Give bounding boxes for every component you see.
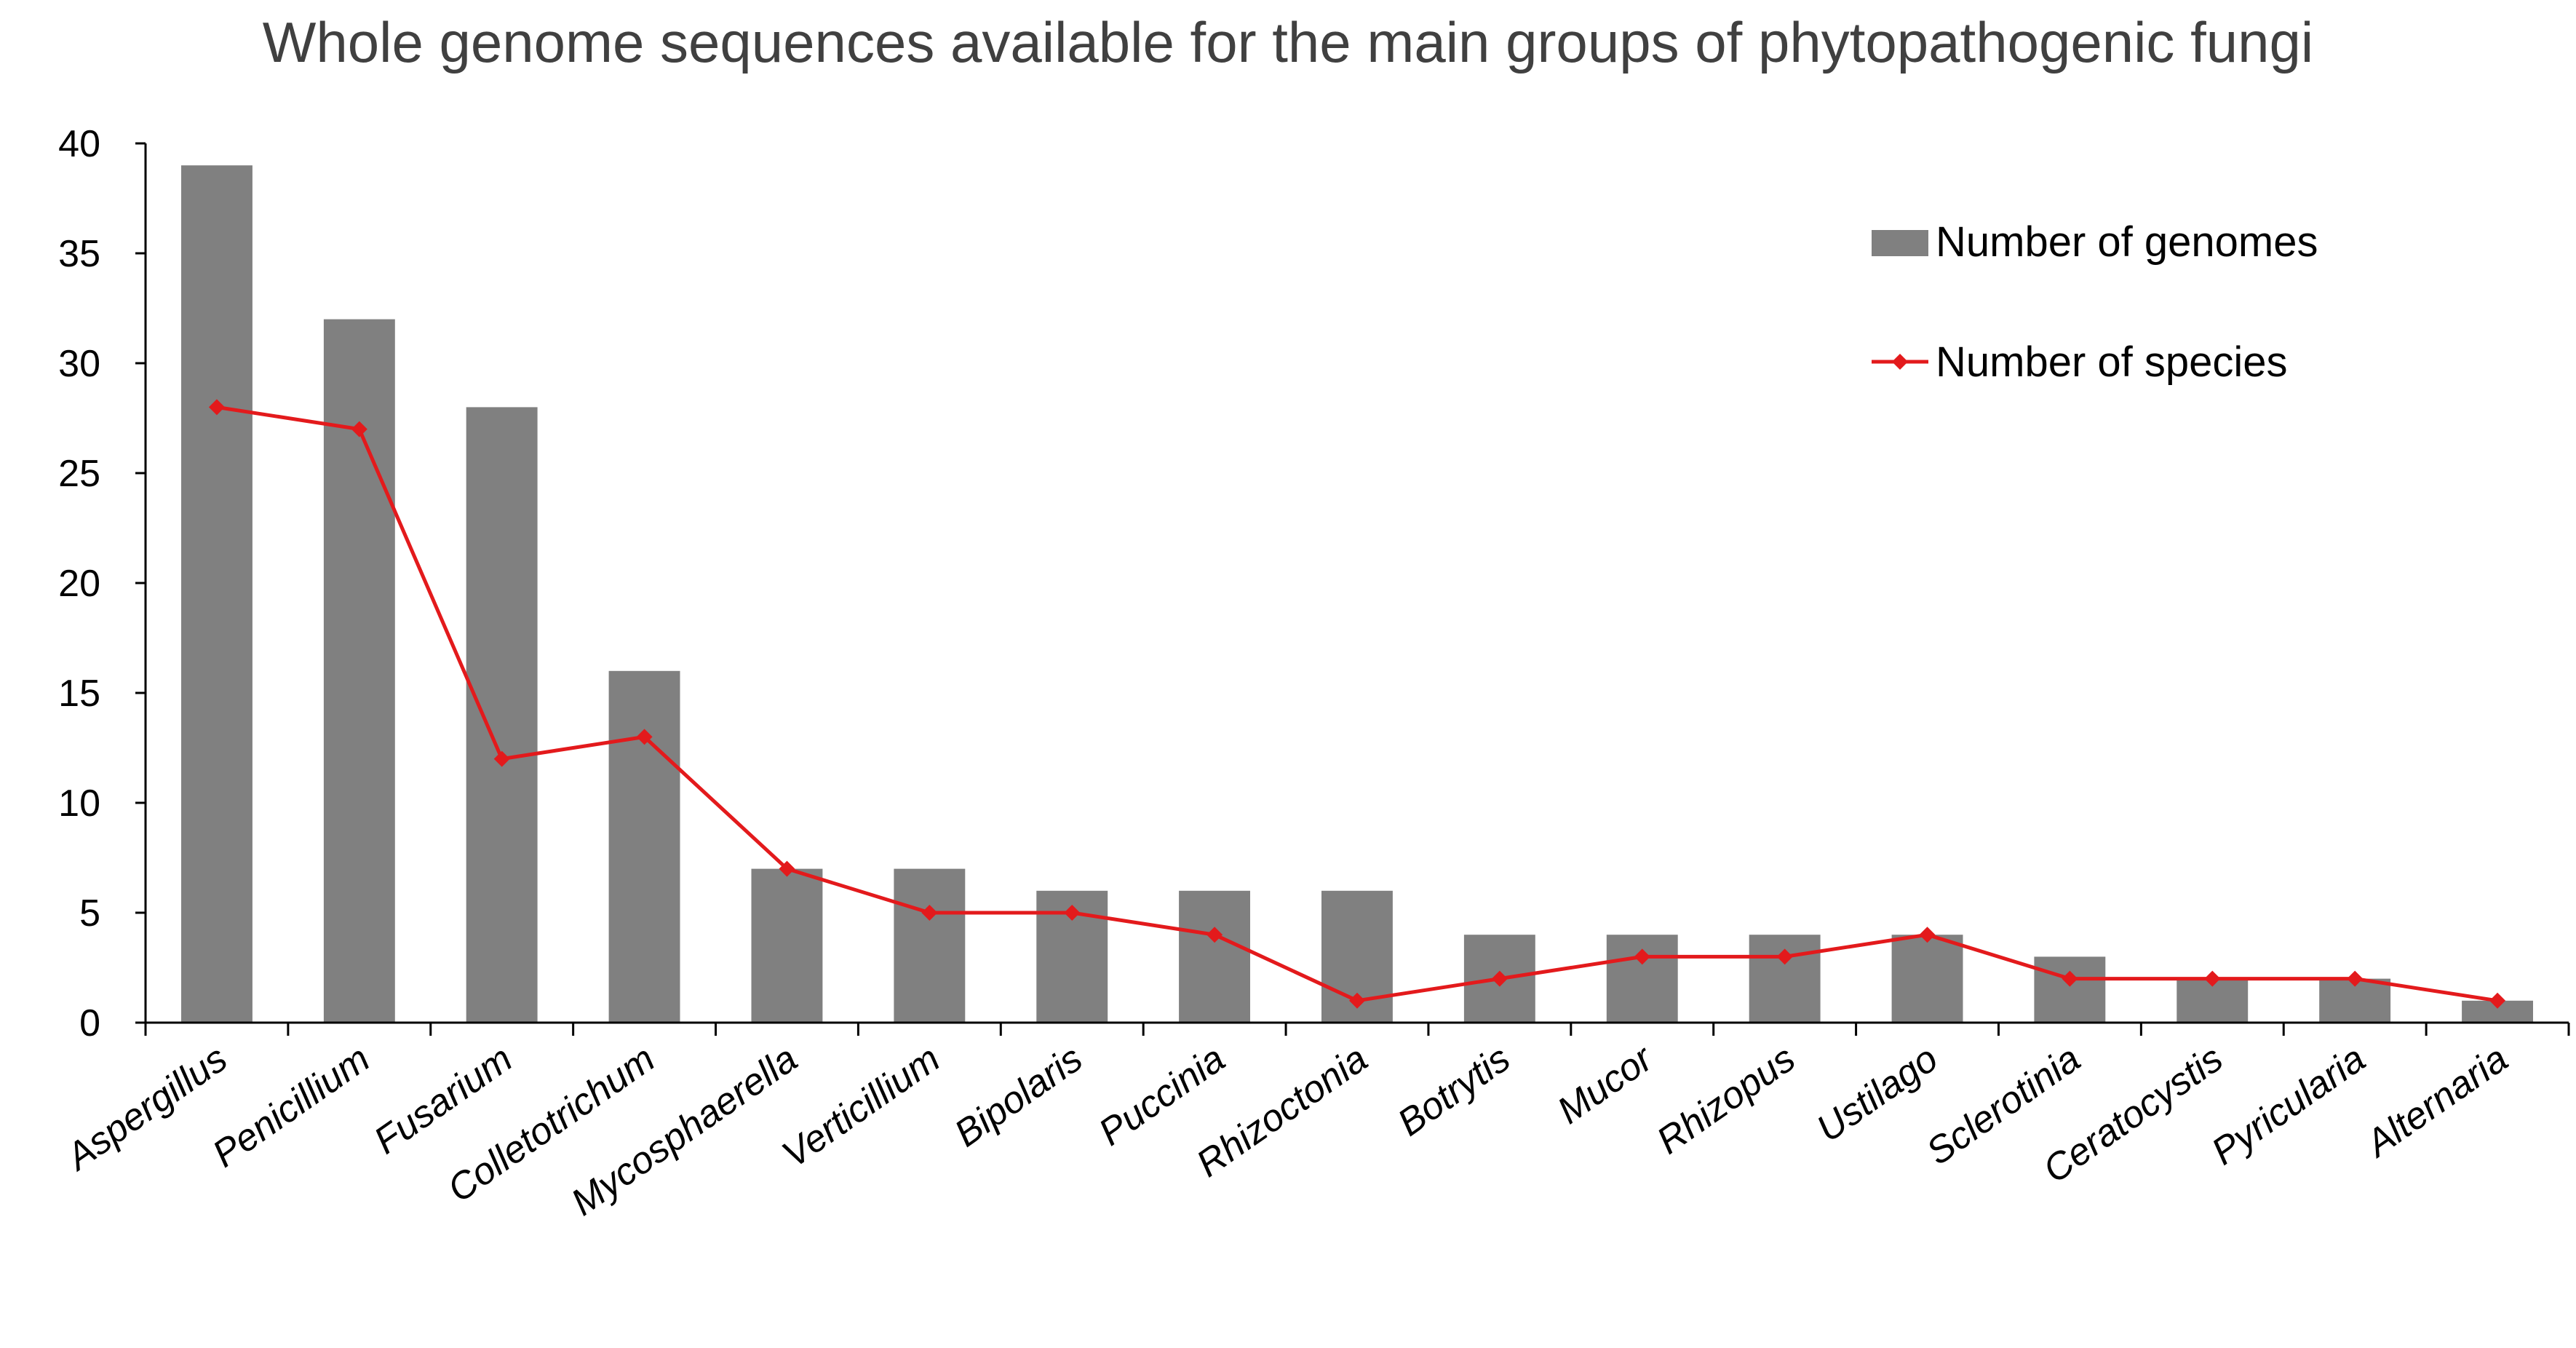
chart-title: Whole genome sequences available for the…: [263, 10, 2314, 74]
species-marker-alternaria: [2489, 992, 2506, 1009]
y-tick-label-0: 0: [79, 1002, 100, 1044]
category-label-alternaria: Alternaria: [2357, 1037, 2516, 1166]
bar-mucor: [1606, 935, 1678, 1023]
legend-swatch-genomes: [1872, 230, 1928, 256]
species-marker-aspergillus: [208, 399, 225, 416]
category-label-verticillium: Verticillium: [775, 1037, 948, 1176]
bars-layer: [181, 165, 2533, 1023]
species-marker-mycosphaerella: [779, 860, 795, 877]
species-marker-sclerotinia: [2062, 970, 2078, 987]
species-marker-botrytis: [1491, 970, 1508, 987]
legend: Number of genomes Number of species: [1872, 218, 2318, 386]
bar-ustilago: [1891, 935, 1963, 1023]
category-label-aspergillus: Aspergillus: [57, 1037, 235, 1179]
axes: 0510152025303540AspergillusPenicilliumFu…: [57, 123, 2570, 1224]
category-label-pyricularia: Pyricularia: [2204, 1037, 2373, 1173]
species-marker-puccinia: [1206, 927, 1223, 943]
bar-sclerotinia: [2034, 956, 2106, 1023]
species-marker-ceratocystis: [2204, 970, 2221, 987]
species-marker-pyricularia: [2347, 970, 2364, 987]
bar-aspergillus: [181, 165, 253, 1023]
bar-colletotrichum: [608, 670, 680, 1023]
legend-marker-species: [1892, 354, 1908, 370]
y-tick-label-15: 15: [58, 673, 100, 715]
category-label-mucor: Mucor: [1550, 1036, 1662, 1133]
bar-fusarium: [466, 407, 538, 1023]
bar-puccinia: [1179, 890, 1250, 1023]
species-marker-bipolaris: [1064, 905, 1081, 921]
y-tick-label-5: 5: [79, 892, 100, 935]
category-label-ustilago: Ustilago: [1809, 1037, 1945, 1150]
y-tick-label-30: 30: [58, 343, 100, 385]
y-tick-label-20: 20: [58, 563, 100, 605]
bar-verticillium: [894, 868, 966, 1023]
category-label-rhizopus: Rhizopus: [1650, 1037, 1803, 1162]
species-marker-verticillium: [921, 905, 938, 921]
bar-rhizopus: [1749, 935, 1821, 1023]
category-label-botrytis: Botrytis: [1390, 1037, 1517, 1144]
line-layer: [208, 399, 2506, 1009]
y-tick-label-10: 10: [58, 782, 100, 825]
species-marker-rhizopus: [1776, 948, 1793, 965]
species-marker-colletotrichum: [636, 729, 653, 745]
y-tick-label-35: 35: [58, 233, 100, 275]
category-label-bipolaris: Bipolaris: [947, 1037, 1090, 1155]
category-label-penicillium: Penicillium: [205, 1037, 378, 1175]
species-marker-penicillium: [351, 421, 367, 437]
legend-label-genomes: Number of genomes: [1936, 218, 2318, 266]
bar-mycosphaerella: [751, 868, 823, 1023]
legend-label-species: Number of species: [1936, 338, 2288, 386]
y-tick-label-40: 40: [58, 123, 100, 165]
species-marker-fusarium: [493, 750, 510, 767]
species-marker-rhizoctonia: [1349, 992, 1365, 1009]
y-tick-label-25: 25: [58, 453, 100, 495]
species-marker-ustilago: [1919, 927, 1936, 943]
species-marker-mucor: [1634, 948, 1650, 965]
